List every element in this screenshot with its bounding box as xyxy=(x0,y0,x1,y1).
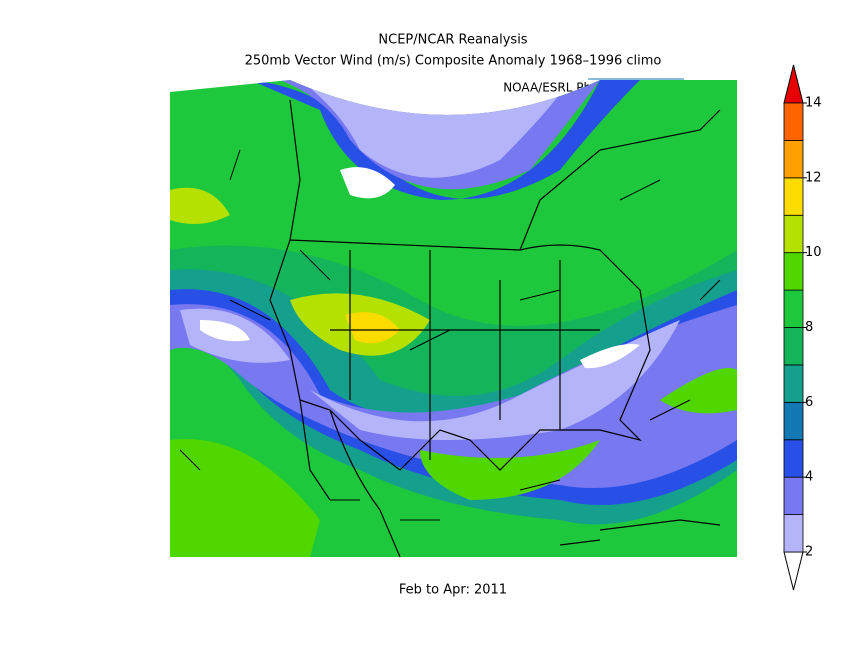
map xyxy=(170,80,737,557)
colorbar-under xyxy=(783,551,804,591)
colorbar-segment xyxy=(783,102,804,141)
field xyxy=(250,80,640,200)
borders xyxy=(269,99,721,557)
colorbar-segment xyxy=(783,476,804,515)
colorbar-tick-label: 4 xyxy=(805,470,813,485)
colorbar-segment xyxy=(783,364,804,403)
field xyxy=(340,95,500,199)
colorbar-segment xyxy=(783,140,804,179)
colorbar-tick-label: 8 xyxy=(805,320,813,335)
colorbar-segment xyxy=(783,252,804,291)
colorbar-tick-label: 12 xyxy=(805,170,822,185)
colorbar-segment xyxy=(783,514,804,553)
wind-arrows xyxy=(179,149,721,521)
colorbar-segment xyxy=(783,177,804,216)
footer: Feb to Apr: 2011 xyxy=(399,583,507,598)
field xyxy=(170,368,737,557)
colorbar-segment xyxy=(783,327,804,366)
colorbar-segment xyxy=(783,214,804,254)
colorbar-tick-label: 10 xyxy=(805,245,822,260)
colorbar-tick-label: 6 xyxy=(805,395,813,410)
colorbar-over xyxy=(783,64,804,104)
colorbar-tick-label: 2 xyxy=(805,545,813,560)
field xyxy=(180,308,680,440)
field xyxy=(200,320,640,369)
title: NCEP/NCAR Reanalysis xyxy=(378,33,527,48)
field xyxy=(345,312,400,344)
colorbar-tick-label: 14 xyxy=(805,96,822,111)
colorbar-segment xyxy=(783,401,804,441)
colorbar-segment xyxy=(783,439,804,478)
subtitle: 250mb Vector Wind (m/s) Composite Anomal… xyxy=(245,54,662,69)
colorbar-segment xyxy=(783,289,804,328)
